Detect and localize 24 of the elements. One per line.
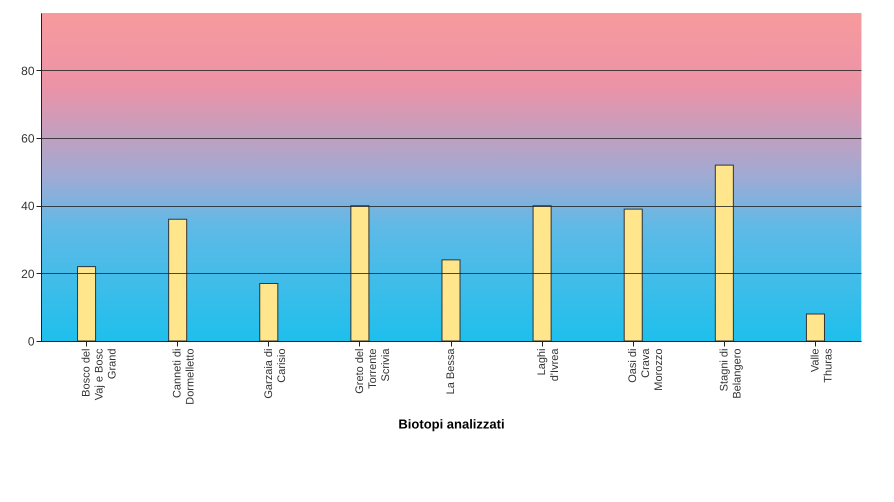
y-tick-label: 20 — [21, 266, 35, 281]
x-tick-label: Canneti di Dormelletto — [172, 348, 197, 405]
x-axis-title: Biotopi analizzati — [398, 416, 505, 432]
bar — [350, 205, 370, 342]
bar — [259, 283, 278, 342]
x-tick-label: Greto del Torrente Scrivia — [354, 348, 392, 394]
y-tick-label: 80 — [21, 64, 35, 78]
x-tick-label: Oasi di Crava Morozzo — [627, 348, 666, 391]
x-tick-label: Stagni di Belangero — [718, 348, 744, 399]
bar — [714, 164, 734, 342]
bar — [441, 259, 461, 342]
bar — [532, 205, 552, 342]
x-tick-label: Garzaia di Carisio — [262, 348, 288, 399]
y-tick-label: 60 — [21, 132, 35, 146]
bar — [806, 313, 825, 342]
bar — [168, 218, 188, 342]
y-tick-label: 40 — [21, 199, 35, 214]
x-tick-label: La Bessa — [445, 348, 457, 394]
x-tick-label: Valle Thuras — [809, 348, 834, 383]
y-tick-label: 0 — [28, 334, 35, 348]
x-tick-label: Laghi d'Ivrea — [536, 348, 562, 382]
bar — [624, 208, 643, 342]
bar — [77, 266, 96, 342]
x-tick-label: Bosco del Vaj e Bosc Grand — [80, 348, 119, 400]
